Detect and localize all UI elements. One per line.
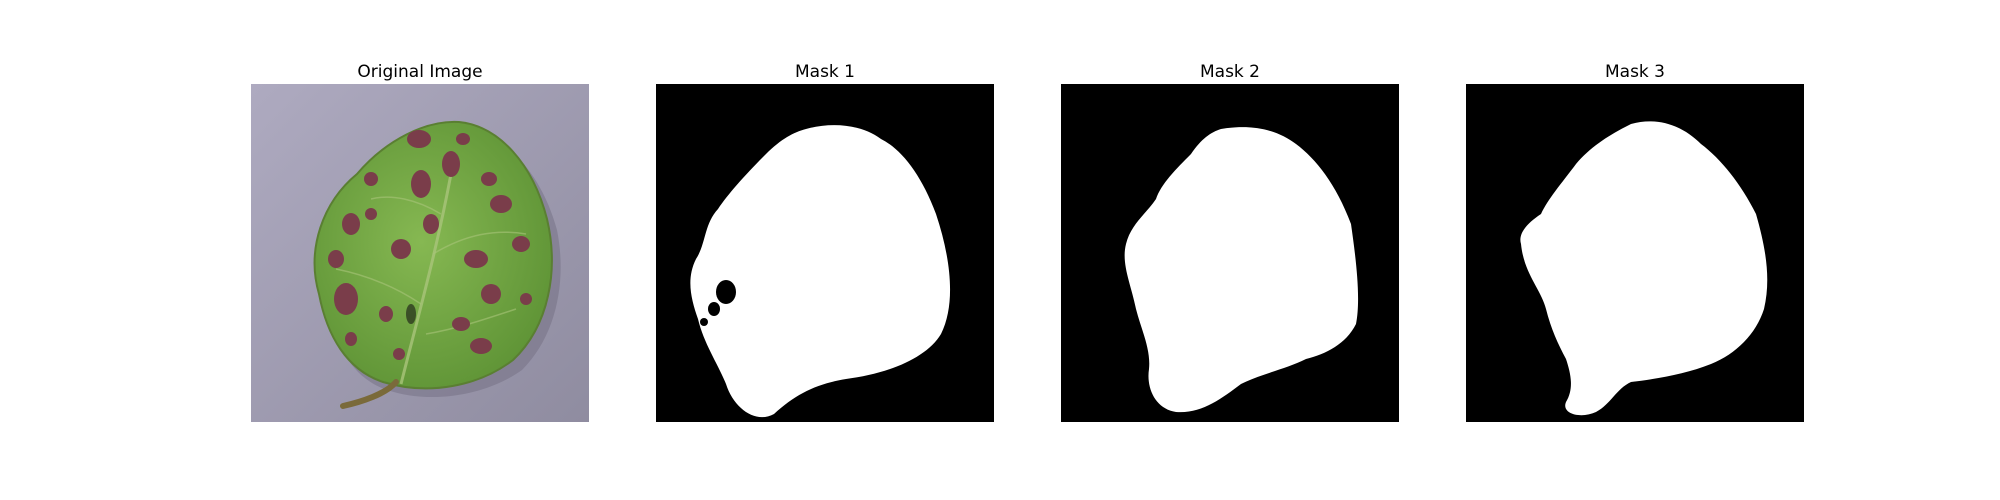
leaf-stem [340,379,399,409]
panel-original-image: Original Image [251,60,589,422]
panel-mask-1: Mask 1 [656,60,994,422]
panel-mask-3: Mask 3 [1466,60,1804,422]
panel-title: Mask 1 [794,62,855,82]
leaf-photo [251,84,589,422]
panel-title: Mask 3 [1604,62,1665,82]
mask-region [690,125,951,418]
leaf-spots [328,130,532,360]
mask-1-image [656,84,994,422]
mask-region [1124,127,1359,413]
panel-title: Original Image [357,62,483,82]
panel-mask-2: Mask 2 [1061,60,1399,422]
panel-title: Mask 2 [1199,62,1260,82]
mask-3 [1466,84,1804,422]
mask-region [1520,121,1768,416]
original-image [251,84,589,422]
mask-1 [656,84,994,422]
mask-3-image [1466,84,1804,422]
mask-2-image [1061,84,1399,422]
mask-2 [1061,84,1399,422]
